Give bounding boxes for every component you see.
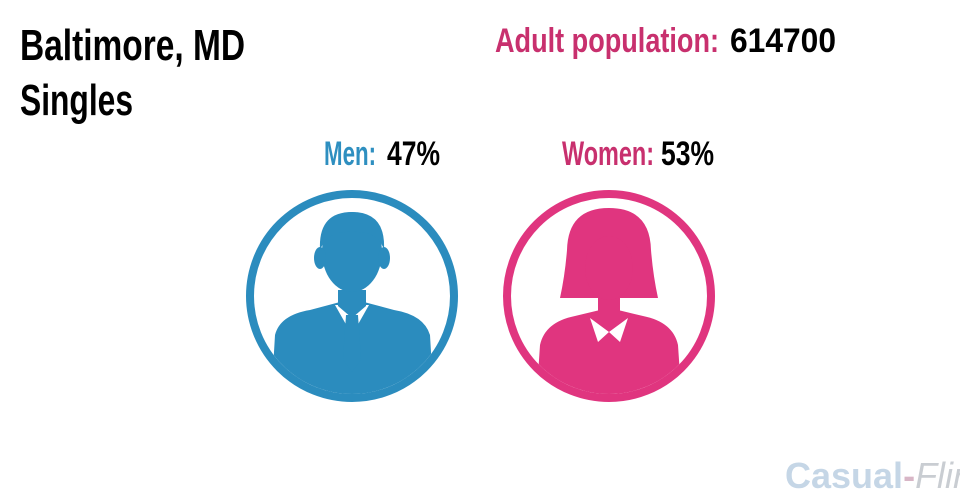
men-value: 47% (387, 135, 440, 173)
women-icon (503, 190, 715, 402)
subtitle: Singles (20, 76, 133, 125)
population-label: Adult population: (495, 22, 719, 60)
title: Baltimore, MD (20, 21, 245, 70)
women-label: Women: (562, 135, 654, 173)
logo-part2: Flirt (915, 455, 960, 496)
women-value: 53% (661, 135, 714, 173)
logo-separator: - (903, 455, 915, 496)
men-label: Men: (324, 135, 376, 173)
logo: Casual-Flirt (785, 455, 960, 496)
population-value: 614700 (730, 22, 836, 60)
logo-part1: Casual (785, 455, 903, 496)
men-icon (246, 190, 458, 402)
